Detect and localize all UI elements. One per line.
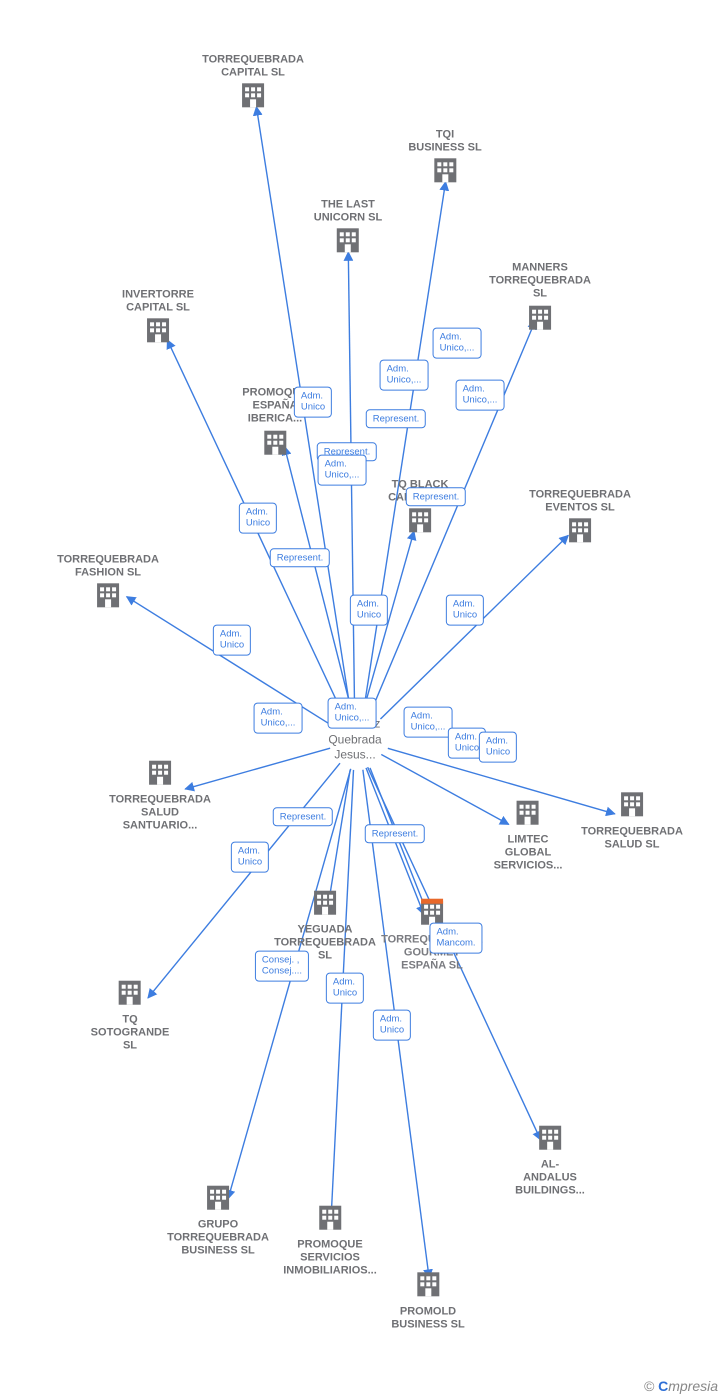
copyright: © Cmpresia [644,1378,718,1394]
company-node[interactable]: TORREQUEBRADA CAPITAL SL [202,53,304,116]
company-node[interactable]: TQ SOTOGRANDE SL [91,977,170,1054]
company-node[interactable]: TORREQUEBRADA EVENTOS SL [529,488,631,551]
edge-label: Represent. [365,824,425,843]
company-node[interactable]: TORREQUEBRADA FASHION SL [57,553,159,616]
edge-line [380,535,568,719]
company-node[interactable]: TORREQUEBRADA SALUD SL [581,788,683,851]
company-node[interactable]: LIMTEC GLOBAL SERVICIOS... [494,797,563,874]
edge-label: Adm. Unico [446,595,484,626]
edge-label: Adm. Unico [213,625,251,656]
brand-first-letter: C [658,1378,668,1394]
company-node[interactable]: AL- ANDALUS BUILDINGS... [515,1122,585,1199]
edge-label: Adm. Unico,... [433,328,482,359]
edge-label: Consej. , Consej.... [255,951,309,982]
edge-label: Adm. Unico,... [328,698,377,729]
edge-label: Adm. Unico [350,595,388,626]
company-node[interactable]: PROMOLD BUSINESS SL [391,1268,464,1331]
edge-label: Adm. Mancom. [429,923,482,954]
edge-label: Adm. Unico,... [456,380,505,411]
edge-label: Adm. Unico,... [404,707,453,738]
edge-label: Represent. [270,548,330,567]
edge-label: Represent. [273,807,333,826]
edge-label: Represent. [406,487,466,506]
edge-label: Adm. Unico,... [318,455,367,486]
diagram-canvas: Gonzalez Quebrada Jesus...TORREQUEBRADA … [0,0,728,1400]
company-node[interactable]: INVERTORRE CAPITAL SL [122,288,194,351]
edge-label: Adm. Unico,... [380,360,429,391]
edge-line [284,446,351,711]
edge-label: Represent. [366,409,426,428]
company-node[interactable]: MANNERS TORREQUEBRADA SL [489,262,591,339]
company-node[interactable]: PROMOQUE SERVICIOS INMOBILIARIOS... [283,1202,377,1279]
edge-label: Adm. Unico [479,732,517,763]
company-node[interactable]: TQI BUSINESS SL [408,128,481,191]
edge-label: Adm. Unico [373,1010,411,1041]
edge-label: Adm. Unico [294,387,332,418]
edge-label: Adm. Unico,... [254,703,303,734]
copyright-symbol: © [644,1378,658,1394]
edge-label: Adm. Unico [239,503,277,534]
brand-rest: mpresia [668,1378,718,1394]
edge-label: Adm. Unico [231,842,269,873]
company-node[interactable]: TORREQUEBRADA SALUD SANTUARIO... [109,757,211,834]
company-node[interactable]: GRUPO TORREQUEBRADA BUSINESS SL [167,1182,269,1259]
edge-label: Adm. Unico [326,973,364,1004]
company-node[interactable]: THE LAST UNICORN SL [314,198,382,261]
